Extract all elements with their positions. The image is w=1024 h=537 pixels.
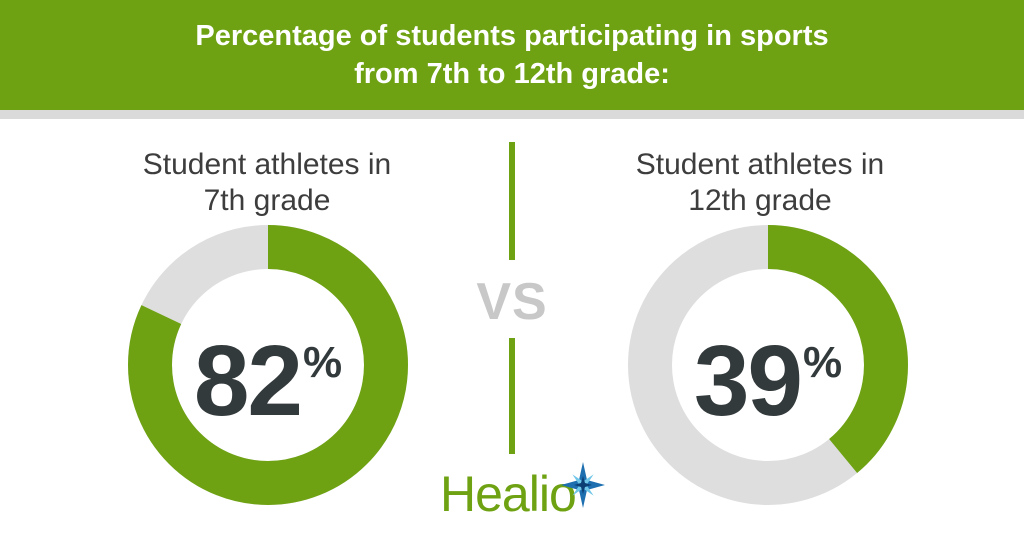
- donut-chart-12th-grade: [628, 225, 908, 505]
- chart-title-12th-grade: Student athletes in 12th grade: [580, 147, 940, 219]
- star-burst-icon: [561, 462, 605, 508]
- chart-title-line: Student athletes in: [635, 148, 885, 181]
- percentage-value: 82: [193, 325, 303, 437]
- percent-sign: %: [303, 338, 343, 387]
- divider-bottom: [509, 338, 515, 454]
- donut-value-arc: [128, 225, 408, 505]
- chart-title-line: Student athletes in: [142, 148, 392, 181]
- percentage-label-7th-grade: 82%: [128, 268, 408, 458]
- chart-title-line: 7th grade: [203, 184, 331, 217]
- chart-title-line: 12th grade: [688, 184, 832, 217]
- header-divider-band: [0, 110, 1024, 119]
- donut-chart-7th-grade: [128, 225, 408, 505]
- donut-value-arc: [628, 225, 908, 505]
- logo-wordmark: Healio: [440, 466, 577, 522]
- percentage-label-12th-grade: 39%: [628, 268, 908, 458]
- page-title-line-1: Percentage of students participating in …: [195, 20, 829, 52]
- vs-label: VS: [476, 273, 548, 331]
- percent-sign: %: [803, 338, 843, 387]
- chart-title-7th-grade: Student athletes in 7th grade: [87, 147, 447, 219]
- header-banner: Percentage of students participating in …: [0, 0, 1024, 110]
- divider-top: [509, 142, 515, 260]
- percentage-value: 39: [693, 325, 803, 437]
- page-title-line-2: from 7th to 12th grade:: [354, 58, 670, 90]
